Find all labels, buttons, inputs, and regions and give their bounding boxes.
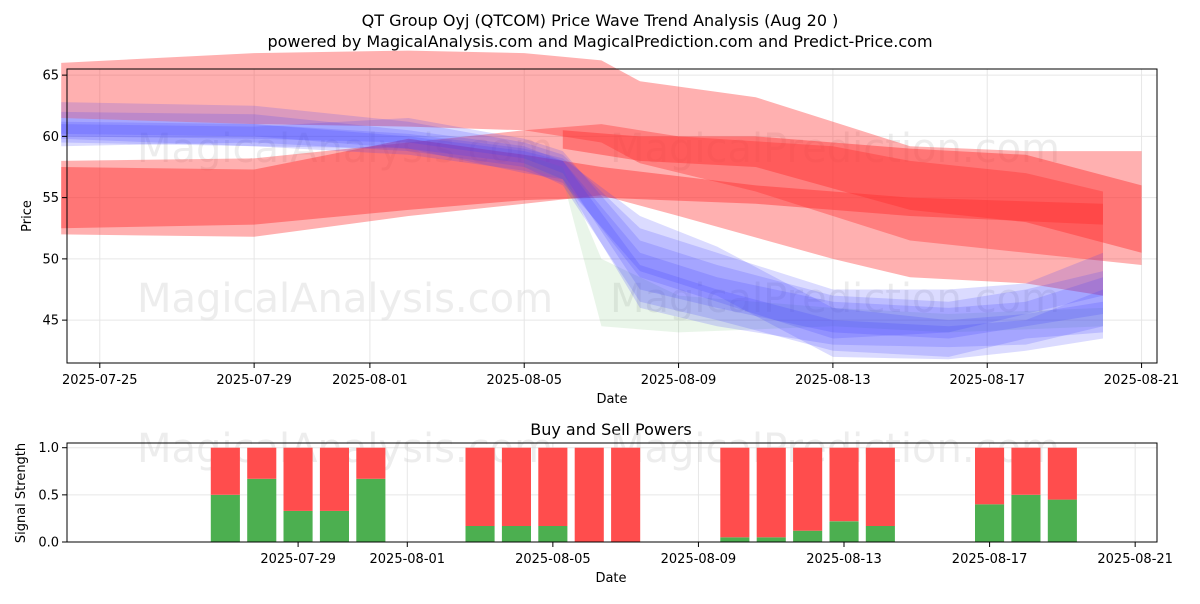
signal-x-ticks: 2025-07-29 2025-08-01 2025-08-05 2025-08-09… <box>260 542 1173 567</box>
blue-wave-4 <box>61 118 1104 339</box>
buy-bar <box>756 537 786 542</box>
signal-plot-border <box>66 442 1158 543</box>
price-x-tick-label: 2025-08-09 <box>641 373 717 388</box>
price-plot-border <box>66 68 1158 364</box>
sell-bar <box>611 447 641 542</box>
price-y-tick-label: 55 <box>42 191 59 206</box>
price-y-tick-label: 45 <box>42 314 59 329</box>
signal-y-ticks: 0.0 0.5 1.0 <box>38 441 67 551</box>
watermark-prediction-mid: MagicalPrediction.com <box>610 276 1060 322</box>
signal-y-tick-label: 1.0 <box>38 441 59 456</box>
price-bands <box>61 50 1142 360</box>
price-y-axis-label: Price <box>20 200 35 232</box>
price-x-tick-label: 2025-08-17 <box>949 373 1025 388</box>
buy-bar <box>829 521 859 542</box>
sell-bar <box>538 447 568 526</box>
sell-bar <box>1047 447 1077 500</box>
buy-bar <box>501 526 531 542</box>
signal-y-tick-label: 0.0 <box>38 536 59 551</box>
buy-bar <box>538 526 568 542</box>
red-core-2 <box>562 130 1142 253</box>
price-x-ticks: 2025-07-25 2025-07-29 2025-08-01 2025-08-05… <box>62 363 1179 388</box>
signal-x-axis-label: Date <box>595 571 626 586</box>
price-x-tick-label: 2025-07-25 <box>62 373 138 388</box>
sell-bar <box>865 447 895 526</box>
signal-x-tick-label: 2025-08-05 <box>515 552 591 567</box>
sell-bar <box>356 447 386 479</box>
chart-title: QT Group Oyj (QTCOM) Price Wave Trend An… <box>362 11 839 30</box>
price-grid <box>67 69 1157 363</box>
price-y-ticks: 45 50 55 60 65 <box>42 69 67 329</box>
signal-x-tick-label: 2025-08-21 <box>1097 552 1173 567</box>
buy-bar <box>793 530 823 542</box>
blue-wave-3 <box>61 118 1104 360</box>
red-band-upper <box>61 50 1142 265</box>
sell-bar <box>756 447 786 538</box>
price-x-tick-label: 2025-08-05 <box>486 373 562 388</box>
signal-y-axis-label: Signal Strength <box>14 443 29 543</box>
buy-bar <box>1011 494 1041 542</box>
watermark-prediction-top: MagicalPrediction.com <box>610 126 1060 172</box>
sell-bar <box>829 447 859 522</box>
sell-bar <box>1011 447 1041 495</box>
buy-bar <box>210 494 240 542</box>
red-core-1 <box>61 138 1104 229</box>
price-x-axis-label: Date <box>596 392 627 407</box>
price-plot-area <box>67 69 1157 363</box>
price-x-tick-label: 2025-08-01 <box>332 373 408 388</box>
sell-bar <box>283 447 313 511</box>
sell-bar <box>319 447 349 511</box>
price-panel: MagicalAnalysis.com MagicalPrediction.co… <box>20 50 1179 407</box>
signal-x-tick-label: 2025-08-13 <box>806 552 882 567</box>
price-y-tick-label: 60 <box>42 130 59 145</box>
signal-bars <box>210 447 1077 542</box>
price-x-tick-label: 2025-07-29 <box>216 373 292 388</box>
price-y-tick-label: 65 <box>42 69 59 84</box>
watermark-analysis-top: MagicalAnalysis.com <box>137 126 553 172</box>
price-y-tick-label: 50 <box>42 252 59 267</box>
price-x-tick-label: 2025-08-13 <box>795 373 871 388</box>
signal-panel: Buy and Sell Powers MagicalAnalysis.com … <box>14 420 1173 586</box>
buy-bar <box>975 504 1005 542</box>
blue-wave-5 <box>61 121 1104 348</box>
price-watermarks: MagicalAnalysis.com MagicalPrediction.co… <box>137 126 1060 322</box>
buy-bar <box>720 537 750 542</box>
blue-wave-1 <box>61 102 1104 339</box>
signal-y-tick-label: 0.5 <box>38 488 59 503</box>
buy-bar <box>247 478 277 542</box>
buy-bar <box>465 526 495 542</box>
signal-x-tick-label: 2025-07-29 <box>260 552 336 567</box>
green-band <box>524 154 1103 333</box>
signal-x-tick-label: 2025-08-17 <box>952 552 1028 567</box>
buy-bar <box>319 510 349 542</box>
blue-wave-2 <box>61 111 1104 357</box>
buy-bar <box>283 510 313 542</box>
sell-bar <box>247 447 277 479</box>
sell-bar <box>210 447 240 495</box>
sell-bar <box>720 447 750 538</box>
signal-title: Buy and Sell Powers <box>530 420 692 439</box>
sell-bar <box>574 447 604 542</box>
buy-bar <box>1047 499 1077 542</box>
sell-bar <box>793 447 823 531</box>
signal-x-tick-label: 2025-08-09 <box>661 552 737 567</box>
buy-bar <box>865 526 895 542</box>
watermark-analysis-mid: MagicalAnalysis.com <box>137 276 553 322</box>
buy-bar <box>356 478 386 542</box>
red-band-lower <box>61 124 1104 296</box>
price-x-tick-label: 2025-08-21 <box>1104 373 1180 388</box>
sell-bar <box>465 447 495 526</box>
sell-bar <box>501 447 531 526</box>
sell-bar <box>975 447 1005 505</box>
signal-x-tick-label: 2025-08-01 <box>370 552 446 567</box>
chart-subtitle: powered by MagicalAnalysis.com and Magic… <box>267 32 932 51</box>
